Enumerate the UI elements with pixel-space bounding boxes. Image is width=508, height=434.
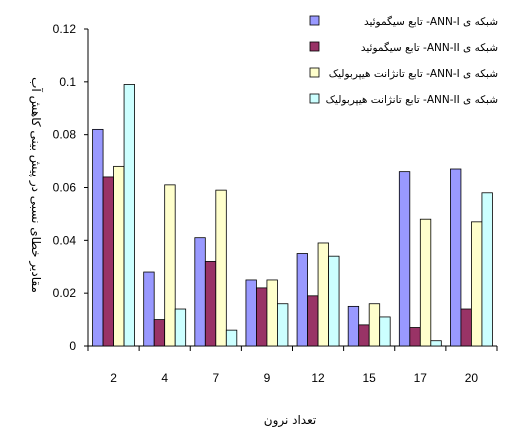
bar-series-2 xyxy=(204,261,217,347)
bar-series-1 xyxy=(398,171,411,347)
legend-swatch xyxy=(309,67,320,78)
x-tick-label: 7 xyxy=(212,371,219,385)
bar-series-3 xyxy=(317,242,329,347)
x-tick-label: 12 xyxy=(311,371,325,385)
bar-series-3 xyxy=(113,165,125,347)
bar-series-1 xyxy=(194,237,206,347)
bar-series-2 xyxy=(307,295,319,347)
bar-series-2 xyxy=(460,308,472,347)
x-tick-label: 17 xyxy=(414,371,428,385)
bar-series-3 xyxy=(368,303,381,347)
bar-series-1 xyxy=(296,253,308,347)
bar-series-1 xyxy=(143,271,155,347)
bar-series-3 xyxy=(215,189,227,347)
y-tick-labels: 0 0.02 0.04 0.06 0.08 0.1 0.12 xyxy=(53,22,77,353)
y-axis-title: مقادیر خطای نسبی در پیش بینی کاهش آب xyxy=(28,77,44,293)
bar-series-4 xyxy=(225,329,238,347)
bar-series-1 xyxy=(92,128,104,347)
x-tick-label: 2 xyxy=(110,371,117,385)
bar-series-2 xyxy=(102,176,114,347)
bar-series-4 xyxy=(123,84,135,347)
legend: شبکه ی ANN-I- تابع سیگموئید شبکه ی ANN-II… xyxy=(309,15,498,106)
bar-series-2 xyxy=(409,327,421,347)
legend-label: شبکه ی ANN-I- تابع سیگموئید xyxy=(364,15,498,28)
legend-label: شبکه ی ANN-I- تابع تانژانت هیپربولیک xyxy=(329,68,498,80)
y-tick-label: 0.04 xyxy=(53,233,77,247)
bar-series-2 xyxy=(256,287,268,347)
bar-series-2 xyxy=(358,324,370,347)
bar-series-1 xyxy=(450,168,462,347)
y-tick-label: 0 xyxy=(69,339,76,353)
x-tick-labels: 2 4 7 9 12 15 17 20 xyxy=(110,371,478,385)
bar-series-3 xyxy=(419,218,432,347)
legend-label: شبکه ی ANN-II- تابع تانژانت هیپربولیک xyxy=(326,94,498,106)
x-tick-label: 15 xyxy=(363,371,377,385)
bar-series-4 xyxy=(379,316,391,347)
bar-series-3 xyxy=(266,279,278,347)
bar-series-1 xyxy=(347,305,360,347)
y-tick-label: 0.1 xyxy=(59,75,76,89)
bar-series-3 xyxy=(471,221,483,347)
bar-series-4 xyxy=(174,308,187,347)
y-tick-label: 0.02 xyxy=(53,286,77,300)
legend-label: شبکه ی ANN-II- تابع سیگموئید xyxy=(361,41,498,54)
y-tick-label: 0.06 xyxy=(53,181,77,195)
legend-swatch xyxy=(309,15,320,26)
y-tick-label: 0.08 xyxy=(53,128,77,142)
bar-series-4 xyxy=(430,340,442,347)
bar-series-4 xyxy=(277,303,289,347)
x-tick-label: 9 xyxy=(264,371,271,385)
bar-series-3 xyxy=(164,184,176,347)
bar-series-2 xyxy=(153,319,166,347)
bar-series-4 xyxy=(328,255,340,347)
x-tick-label: 4 xyxy=(161,371,168,385)
x-tick-label: 20 xyxy=(465,371,479,385)
bar-series-1 xyxy=(245,279,257,347)
bar-series-4 xyxy=(481,192,493,347)
y-tick-label: 0.12 xyxy=(53,22,77,36)
legend-swatch xyxy=(309,41,320,52)
plot-area xyxy=(84,28,498,351)
x-axis-title: تعداد نرون xyxy=(264,413,317,428)
legend-swatch xyxy=(309,93,320,104)
